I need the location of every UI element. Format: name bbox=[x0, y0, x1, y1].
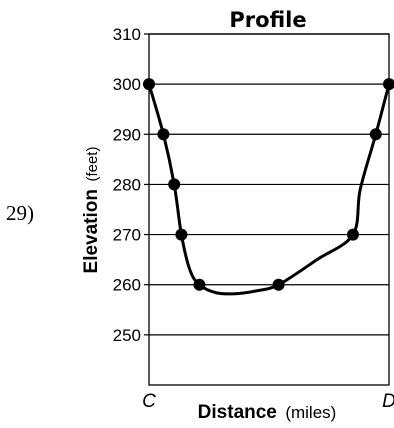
profile-line bbox=[147, 82, 391, 296]
gridlines bbox=[144, 33, 389, 336]
y-tick-label: 280 bbox=[113, 175, 141, 194]
y-tick-label: 290 bbox=[113, 125, 141, 144]
y-tick-labels: 250 260 270 280 290 300 310 bbox=[113, 25, 141, 345]
data-point bbox=[157, 128, 170, 141]
data-point bbox=[175, 228, 188, 241]
plot-frame bbox=[148, 33, 390, 386]
data-point bbox=[143, 78, 155, 91]
x-endpoint-label: D bbox=[382, 391, 394, 412]
data-point bbox=[369, 128, 382, 141]
data-point bbox=[383, 78, 394, 91]
y-axis-label-main: Elevation bbox=[81, 189, 102, 273]
data-point bbox=[347, 228, 359, 241]
data-point bbox=[193, 278, 206, 291]
y-tick-label: 300 bbox=[113, 75, 141, 94]
data-point bbox=[168, 178, 181, 191]
x-endpoint-labels: CD bbox=[142, 391, 394, 412]
y-tick-label: 250 bbox=[113, 326, 141, 345]
y-tick-label: 270 bbox=[113, 226, 141, 245]
x-axis-label-main: Distance bbox=[198, 402, 277, 423]
y-tick-label: 260 bbox=[113, 276, 141, 295]
y-tick-label: 310 bbox=[113, 25, 141, 44]
data-points bbox=[143, 78, 394, 291]
x-endpoint-label: C bbox=[142, 391, 156, 412]
question-number: 29) bbox=[6, 201, 34, 225]
y-axis-label-unit: (feet) bbox=[84, 147, 101, 182]
x-axis-label-unit: (miles) bbox=[285, 403, 336, 422]
x-axis-label: Distance (miles) bbox=[198, 402, 337, 423]
y-axis-label: Elevation (feet) bbox=[81, 147, 102, 274]
chart-title: Profile bbox=[229, 8, 306, 32]
data-point bbox=[272, 278, 285, 291]
